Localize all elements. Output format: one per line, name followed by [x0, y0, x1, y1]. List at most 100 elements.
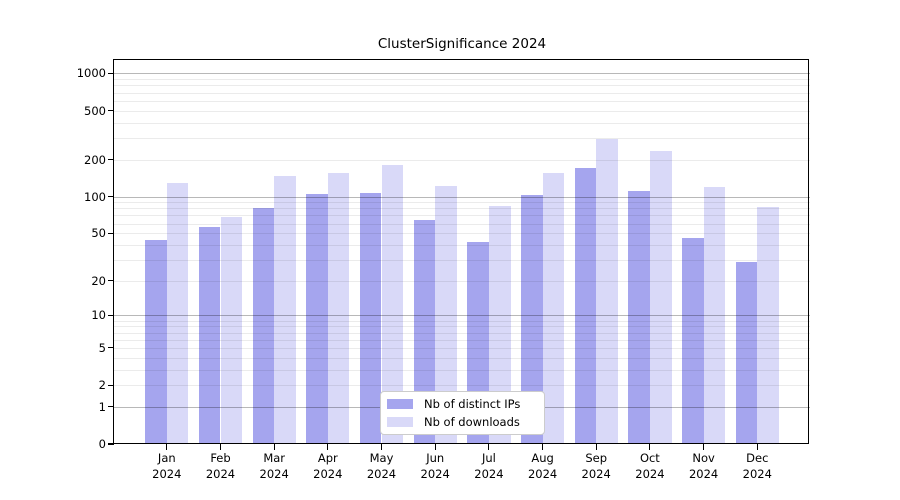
- y-tick-label: 100: [84, 189, 106, 204]
- x-tick-label: Jul 2024: [462, 451, 516, 482]
- y-tick-label: 10: [91, 308, 106, 323]
- x-tick-label: Mar 2024: [247, 451, 301, 482]
- minor-gridline: [114, 244, 810, 246]
- y-tick-mark: [108, 406, 114, 408]
- month-label: Jun: [426, 451, 445, 465]
- minor-gridline: [114, 357, 810, 359]
- x-tick-mark: [649, 444, 651, 450]
- year-label: 2024: [420, 466, 450, 481]
- month-label: Oct: [639, 451, 660, 465]
- bar-nb-of-downloads-oct: [649, 151, 672, 444]
- bar-nb-of-downloads-jun: [435, 185, 457, 444]
- y-tick-mark: [108, 72, 114, 74]
- month-label: Jan: [157, 451, 176, 465]
- y-tick-label: 5: [98, 340, 106, 355]
- y-tick-mark: [108, 384, 114, 386]
- y-tick-label: 20: [91, 273, 106, 288]
- bar-nb-of-downloads-nov: [703, 186, 726, 444]
- major-gridline: [114, 315, 810, 317]
- minor-gridline: [114, 259, 810, 261]
- minor-gridline: [114, 326, 810, 328]
- minor-gridline: [114, 79, 810, 81]
- major-gridline: [114, 73, 810, 75]
- legend-item-downloads: Nb of downloads: [387, 415, 544, 429]
- x-tick-label: May 2024: [355, 451, 409, 482]
- y-tick-label: 50: [91, 226, 106, 241]
- year-label: 2024: [366, 466, 397, 481]
- minor-gridline: [114, 339, 810, 341]
- x-tick-label: Aug 2024: [516, 451, 570, 482]
- minor-gridline: [114, 137, 810, 139]
- y-tick-label: 500: [84, 103, 106, 118]
- y-tick-label: 1: [98, 399, 106, 414]
- x-tick-mark: [756, 444, 758, 450]
- y-tick-mark: [108, 195, 114, 198]
- x-tick-mark: [703, 444, 705, 450]
- year-label: 2024: [688, 466, 719, 481]
- chart-title: ClusterSignificance 2024: [377, 36, 547, 52]
- bar-nb-of-downloads-may: [381, 164, 404, 444]
- minor-gridline: [114, 320, 810, 322]
- bar-nb-of-downloads-mar: [274, 175, 296, 444]
- minor-gridline: [114, 385, 810, 387]
- x-tick-label: Nov 2024: [677, 451, 731, 482]
- minor-gridline: [114, 202, 810, 204]
- legend-swatch-distinct-ips: [387, 398, 413, 410]
- month-label: Mar: [263, 451, 286, 465]
- legend-label-distinct-ips: Nb of distinct IPs: [424, 397, 521, 411]
- y-tick-mark: [108, 232, 114, 234]
- x-tick-label: Oct 2024: [623, 451, 677, 482]
- bar-nb-of-distinct-ips-apr: [306, 194, 328, 444]
- y-tick-label: 0: [98, 437, 106, 451]
- bar-nb-of-downloads-jan: [166, 182, 189, 444]
- year-label: 2024: [742, 466, 772, 481]
- minor-gridline: [114, 208, 810, 210]
- minor-gridline: [114, 110, 810, 112]
- y-tick-mark: [108, 280, 114, 282]
- month-label: Jul: [481, 451, 496, 465]
- bar-nb-of-distinct-ips-jun: [413, 220, 436, 444]
- y-tick-mark: [108, 347, 114, 349]
- bar-nb-of-distinct-ips-may: [359, 193, 382, 444]
- bar-nb-of-distinct-ips-dec: [735, 261, 758, 444]
- minor-gridline: [114, 347, 810, 349]
- minor-gridline: [114, 92, 810, 94]
- x-tick-mark: [595, 444, 597, 450]
- y-tick-label: 2: [98, 378, 106, 393]
- x-tick-label: Jun 2024: [408, 451, 462, 482]
- minor-gridline: [114, 85, 810, 87]
- month-label: Dec: [746, 451, 769, 465]
- month-label: Feb: [210, 451, 231, 465]
- bar-nb-of-downloads-feb: [220, 216, 243, 444]
- bar-nb-of-downloads-jul: [488, 205, 511, 444]
- month-label: Apr: [317, 451, 338, 465]
- y-tick-mark: [108, 110, 114, 112]
- bar-nb-of-downloads-aug: [542, 172, 565, 444]
- minor-gridline: [114, 280, 810, 282]
- plot-border: [113, 59, 809, 444]
- bar-nb-of-distinct-ips-aug: [520, 195, 543, 444]
- year-label: 2024: [259, 466, 289, 481]
- bar-nb-of-distinct-ips-jan: [145, 239, 167, 444]
- year-label: 2024: [527, 466, 558, 481]
- x-tick-mark: [434, 444, 436, 450]
- bar-nb-of-distinct-ips-feb: [198, 227, 221, 444]
- x-tick-label: Dec 2024: [730, 451, 784, 482]
- month-label: Aug: [531, 451, 554, 465]
- month-label: Sep: [585, 451, 608, 465]
- major-gridline: [114, 196, 810, 198]
- x-tick-label: Jan 2024: [140, 451, 194, 482]
- year-label: 2024: [152, 466, 182, 481]
- year-label: 2024: [313, 466, 343, 481]
- legend-swatch-downloads: [387, 416, 413, 428]
- minor-gridline: [114, 369, 810, 371]
- y-tick-label: 1000: [76, 66, 106, 81]
- minor-gridline: [114, 100, 810, 102]
- minor-gridline: [114, 159, 810, 161]
- x-tick-label: Feb 2024: [194, 451, 248, 482]
- minor-gridline: [114, 233, 810, 235]
- x-tick-mark: [327, 444, 329, 450]
- year-label: 2024: [474, 466, 504, 481]
